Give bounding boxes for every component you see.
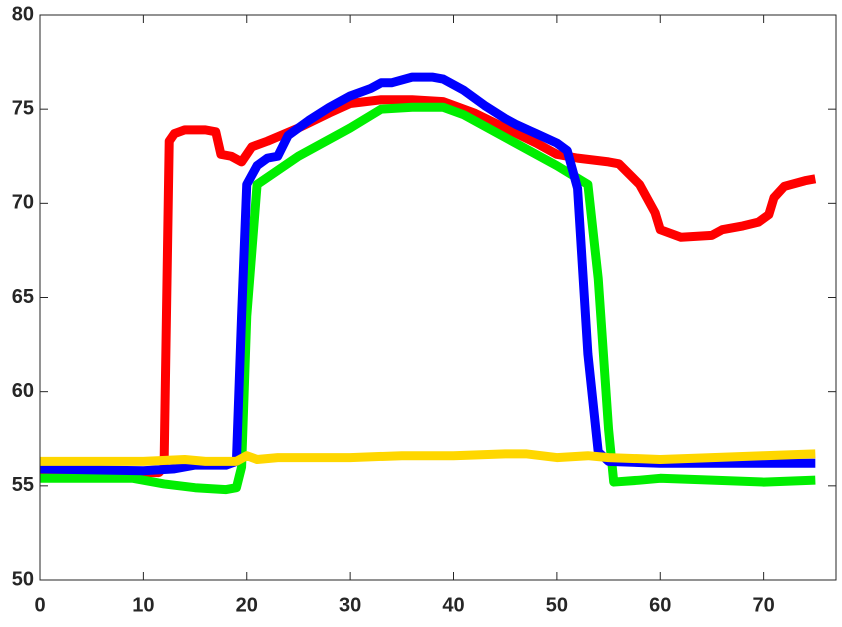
y-tick-label: 60 — [12, 380, 34, 402]
y-tick-label: 55 — [12, 474, 34, 496]
x-tick-label: 10 — [132, 594, 154, 616]
x-tick-label: 20 — [236, 594, 258, 616]
x-tick-label: 30 — [339, 594, 361, 616]
line — [40, 449, 816, 466]
y-tick-label: 65 — [12, 286, 34, 308]
y-tick-label: 80 — [12, 3, 34, 25]
line — [39, 95, 817, 478]
line — [40, 102, 816, 495]
y-tick-label: 75 — [12, 97, 34, 119]
x-tick-label: 40 — [442, 594, 464, 616]
x-tick-label: 70 — [753, 594, 775, 616]
x-tick-label: 50 — [546, 594, 568, 616]
y-tick-label: 70 — [12, 192, 34, 214]
plot — [39, 72, 817, 495]
line — [39, 72, 816, 476]
y-tick-label: 50 — [12, 568, 34, 590]
x-tick-label: 60 — [649, 594, 671, 616]
x-tick-label: 0 — [34, 594, 45, 616]
